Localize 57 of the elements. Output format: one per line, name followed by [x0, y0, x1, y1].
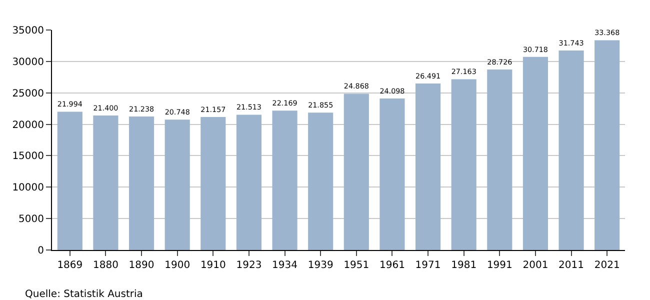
x-tick-label: 1961: [379, 260, 405, 271]
data-label: 24.868: [344, 82, 370, 91]
y-tick-label: 0: [38, 246, 44, 256]
source-note: Quelle: Statistik Austria: [25, 289, 143, 300]
x-tick-label: 1880: [92, 260, 118, 271]
y-tick-label: 35000: [12, 26, 44, 36]
x-tick-label: 1934: [272, 260, 298, 271]
x-tick-label: 1951: [344, 260, 370, 271]
data-label: 21.157: [200, 104, 226, 114]
bar: [93, 115, 118, 250]
data-label: 21.513: [236, 102, 262, 112]
data-label: 21.238: [129, 104, 154, 114]
data-label: 26.491: [416, 71, 441, 80]
bar: [451, 79, 476, 250]
x-tick-label: 1900: [164, 260, 190, 271]
data-label: 28.726: [487, 57, 513, 66]
bar: [200, 117, 226, 250]
data-label: 31.743: [558, 38, 584, 48]
y-tick-label: 15000: [12, 151, 44, 162]
y-tick-label: 20000: [12, 120, 44, 131]
x-tick-label: 2011: [558, 260, 584, 271]
data-label: 20.748: [164, 107, 190, 116]
y-tick-label: 10000: [12, 182, 44, 194]
data-label: 30.718: [522, 44, 548, 54]
x-tick-label: 2001: [522, 260, 548, 271]
bar: [380, 98, 405, 250]
y-tick-label: 25000: [12, 88, 44, 100]
bar: [558, 50, 584, 250]
bar: [129, 116, 154, 250]
data-label: 21.400: [93, 103, 119, 112]
data-label: 27.163: [451, 67, 476, 76]
x-tick-label: 1869: [57, 260, 83, 271]
bar: [522, 56, 548, 250]
y-tick-label: 5000: [18, 214, 44, 226]
bar: [308, 112, 334, 250]
x-tick-label: 1981: [451, 260, 477, 271]
y-tick-label: 30000: [12, 56, 44, 68]
bar: [594, 40, 620, 250]
x-tick-label: 1971: [415, 260, 441, 271]
x-tick-label: 1991: [486, 260, 512, 271]
bar: [164, 120, 190, 250]
data-label: 21.855: [308, 100, 334, 110]
x-tick-label: 1910: [200, 260, 226, 271]
data-label: 24.098: [380, 86, 406, 96]
bar: [272, 110, 298, 250]
data-label: 21.994: [57, 100, 83, 109]
x-tick-label: 2021: [594, 260, 620, 271]
bar: [57, 112, 82, 250]
bar: [416, 83, 441, 250]
bar: [344, 94, 369, 250]
x-tick-label: 1890: [128, 260, 154, 271]
bar: [236, 114, 262, 250]
data-label: 33.368: [594, 28, 620, 38]
x-tick-label: 1923: [236, 260, 262, 271]
data-label: 22.169: [272, 98, 298, 108]
bar: [487, 69, 512, 250]
x-tick-label: 1939: [308, 260, 334, 271]
